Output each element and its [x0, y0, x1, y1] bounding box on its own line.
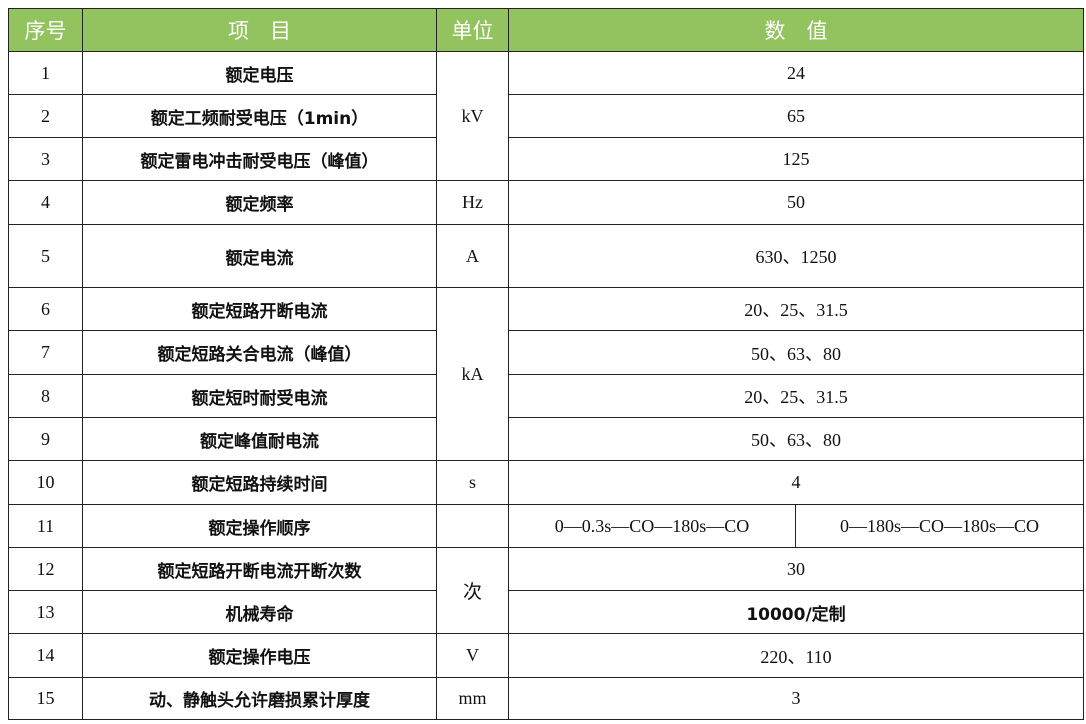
- row-value: 125: [508, 137, 1084, 181]
- row-value: 50: [508, 180, 1084, 225]
- row-unit: V: [436, 633, 509, 678]
- header-item: 项 目: [82, 8, 437, 52]
- row-unit: kV: [436, 51, 509, 181]
- row-no: 5: [8, 224, 83, 288]
- row-no: 15: [8, 677, 83, 720]
- row-item: 额定电流: [82, 224, 437, 288]
- header-unit: 单位: [436, 8, 509, 52]
- row-value: 630、1250: [508, 224, 1084, 288]
- row-item: 额定操作电压: [82, 633, 437, 678]
- row-value-b: 0—180s—CO—180s—CO: [795, 504, 1084, 548]
- row-value: 50、63、80: [508, 330, 1084, 375]
- row-item: 额定雷电冲击耐受电压（峰值）: [82, 137, 437, 181]
- row-no: 6: [8, 287, 83, 331]
- row-item: 额定短路关合电流（峰值）: [82, 330, 437, 375]
- row-item: 额定短时耐受电流: [82, 374, 437, 418]
- table-row: 2 额定工频耐受电压（1min） 65: [8, 94, 1084, 138]
- row-value: 65: [508, 94, 1084, 138]
- row-unit: s: [436, 460, 509, 505]
- table-row: 5 额定电流 A 630、1250: [8, 224, 1084, 288]
- table-row: 8 额定短时耐受电流 20、25、31.5: [8, 374, 1084, 418]
- row-item: 额定工频耐受电压（1min）: [82, 94, 437, 138]
- row-value: 24: [508, 51, 1084, 95]
- table-row: 3 额定雷电冲击耐受电压（峰值） 125: [8, 137, 1084, 181]
- table-row: 6 额定短路开断电流 kA 20、25、31.5: [8, 287, 1084, 461]
- row-no: 14: [8, 633, 83, 678]
- table-row: 4 额定频率 Hz 50: [8, 180, 1084, 225]
- row-value: 20、25、31.5: [508, 374, 1084, 418]
- row-unit: Hz: [436, 180, 509, 225]
- row-item: 额定短路持续时间: [82, 460, 437, 505]
- row-no: 2: [8, 94, 83, 138]
- row-value: 4: [508, 460, 1084, 505]
- table-row: 12 额定短路开断电流开断次数 次 30: [8, 547, 1084, 634]
- row-value-a: 0—0.3s—CO—180s—CO: [508, 504, 796, 548]
- spec-table: 序号 项 目 单位 数 值 1 额定电压 kV 24 2 额定工频耐受电压（1m…: [8, 8, 1084, 720]
- table-row: 13 机械寿命 10000/定制: [8, 590, 1084, 634]
- row-no: 7: [8, 330, 83, 375]
- row-item: 额定操作顺序: [82, 504, 437, 548]
- row-unit: kA: [436, 287, 509, 461]
- table-row: 9 额定峰值耐电流 50、63、80: [8, 417, 1084, 461]
- table-row: 7 额定短路关合电流（峰值） 50、63、80: [8, 330, 1084, 375]
- row-unit: [436, 504, 509, 548]
- row-no: 9: [8, 417, 83, 461]
- row-value: 30: [508, 547, 1084, 591]
- row-no: 12: [8, 547, 83, 591]
- table-row: 11 额定操作顺序 0—0.3s—CO—180s—CO 0—180s—CO—18…: [8, 504, 1084, 548]
- row-item: 额定短路开断电流开断次数: [82, 547, 437, 591]
- row-no: 8: [8, 374, 83, 418]
- table-row: 10 额定短路持续时间 s 4: [8, 460, 1084, 505]
- row-no: 3: [8, 137, 83, 181]
- row-item: 额定电压: [82, 51, 437, 95]
- row-item: 动、静触头允许磨损累计厚度: [82, 677, 437, 720]
- row-value: 50、63、80: [508, 417, 1084, 461]
- table-row: 14 额定操作电压 V 220、110: [8, 633, 1084, 678]
- header-no: 序号: [8, 8, 83, 52]
- header-value: 数 值: [508, 8, 1084, 52]
- row-value: 220、110: [508, 633, 1084, 678]
- row-no: 11: [8, 504, 83, 548]
- row-item: 额定频率: [82, 180, 437, 225]
- row-value: 20、25、31.5: [508, 287, 1084, 331]
- row-item: 机械寿命: [82, 590, 437, 634]
- table-row: 1 额定电压 kV 24: [8, 51, 1084, 181]
- row-no: 10: [8, 460, 83, 505]
- row-no: 1: [8, 51, 83, 95]
- table-row: 15 动、静触头允许磨损累计厚度 mm 3: [8, 677, 1084, 720]
- row-unit: A: [436, 224, 509, 288]
- row-no: 4: [8, 180, 83, 225]
- row-item: 额定峰值耐电流: [82, 417, 437, 461]
- row-unit: 次: [436, 547, 509, 634]
- row-unit: mm: [436, 677, 509, 720]
- row-value: 3: [508, 677, 1084, 720]
- header-row: 序号 项 目 单位 数 值: [8, 8, 1084, 52]
- row-value: 10000/定制: [508, 590, 1084, 634]
- row-item: 额定短路开断电流: [82, 287, 437, 331]
- row-no: 13: [8, 590, 83, 634]
